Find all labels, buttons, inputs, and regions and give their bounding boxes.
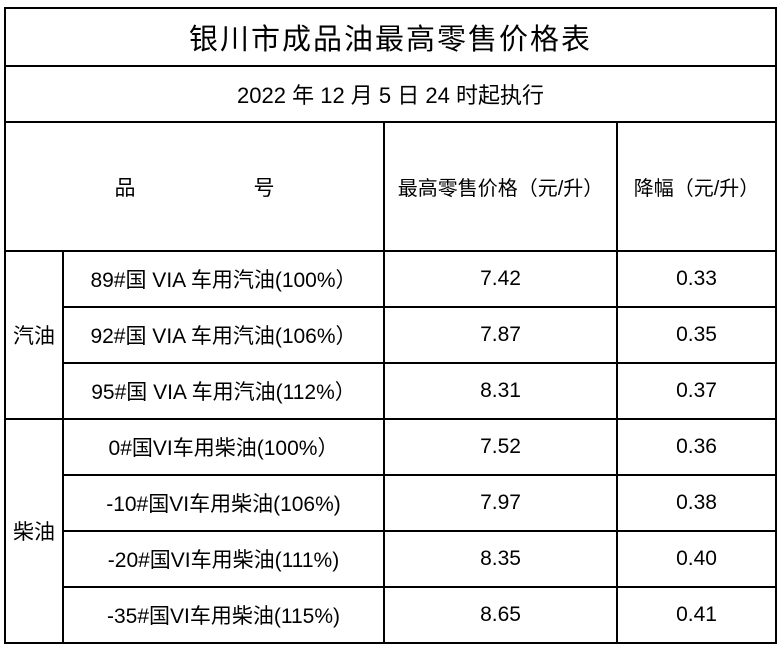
- max-retail-price-header: 最高零售价格（元/升）: [383, 121, 618, 252]
- table-row: 柴油 0#国VI车用柴油(100%） 7.52 0.36: [4, 418, 778, 644]
- column-header-row: 品 号 最高零售价格（元/升） 降幅（元/升）: [4, 121, 778, 252]
- effective-date-row: 2022 年 12 月 5 日 24 时起执行: [3, 65, 778, 123]
- table-row: 汽油 89#国 VIA 车用汽油(100%） 7.42 0.33: [4, 250, 778, 420]
- table-row: 95#国 VIA 车用汽油(112%） 8.31 0.37: [5, 362, 778, 420]
- product-name-cell: -20#国VI车用柴油(111%): [62, 530, 385, 588]
- table-row: 92#国 VIA 车用汽油(106%） 7.87 0.35: [5, 306, 778, 364]
- drop-cell: 0.41: [615, 586, 778, 644]
- drop-cell: 0.35: [615, 306, 778, 364]
- diesel-group-label: 柴油: [4, 418, 64, 644]
- drop-cell: 0.36: [615, 418, 778, 476]
- title-row: 银川市成品油最高零售价格表: [3, 7, 778, 67]
- product-header-char-left: 品: [114, 176, 136, 200]
- table-row: -35#国VI车用柴油(115%) 8.65 0.41: [5, 586, 778, 644]
- drop-cell: 0.38: [615, 474, 778, 532]
- drop-cell: 0.40: [615, 530, 778, 588]
- product-number-header: 品 号: [4, 121, 385, 252]
- drop-cell: 0.33: [615, 250, 778, 308]
- product-name-cell: -10#国VI车用柴油(106%): [62, 474, 385, 532]
- table-row: -10#国VI车用柴油(106%) 7.97 0.38: [5, 474, 778, 532]
- price-cell: 7.52: [383, 418, 618, 476]
- table-row: -20#国VI车用柴油(111%) 8.35 0.40: [5, 530, 778, 588]
- page-title: 银川市成品油最高零售价格表: [3, 7, 778, 67]
- product-name-cell: 92#国 VIA 车用汽油(106%）: [62, 306, 385, 364]
- drop-cell: 0.37: [615, 362, 778, 420]
- gasoline-group-label: 汽油: [4, 250, 64, 420]
- price-drop-header: 降幅（元/升）: [615, 121, 778, 252]
- price-cell: 7.97: [383, 474, 618, 532]
- product-name-cell: -35#国VI车用柴油(115%): [62, 586, 385, 644]
- product-name-cell: 0#国VI车用柴油(100%）: [62, 418, 385, 476]
- price-cell: 8.35: [383, 530, 618, 588]
- fuel-price-table: 银川市成品油最高零售价格表 2022 年 12 月 5 日 24 时起执行 品 …: [3, 7, 778, 644]
- product-number-header-label: 品 号: [7, 172, 382, 202]
- product-name-cell: 89#国 VIA 车用汽油(100%）: [62, 250, 385, 308]
- price-cell: 7.42: [383, 250, 618, 308]
- product-header-char-right: 号: [253, 176, 275, 200]
- price-cell: 7.87: [383, 306, 618, 364]
- effective-date: 2022 年 12 月 5 日 24 时起执行: [3, 65, 778, 123]
- price-cell: 8.65: [383, 586, 618, 644]
- product-name-cell: 95#国 VIA 车用汽油(112%）: [62, 362, 385, 420]
- price-cell: 8.31: [383, 362, 618, 420]
